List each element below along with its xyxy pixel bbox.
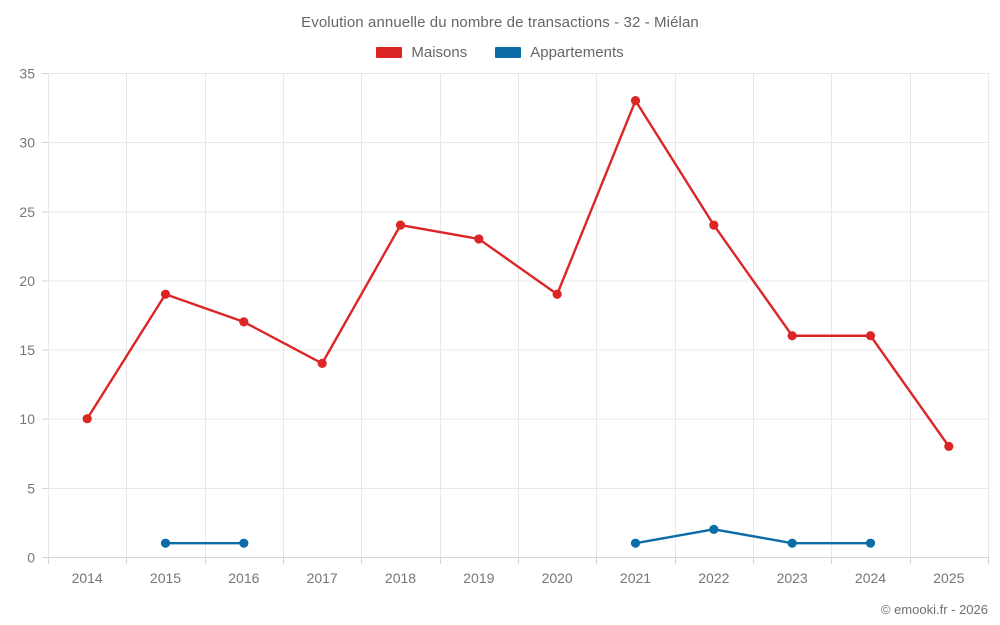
x-axis-tick-label: 2014 [72,570,103,586]
x-axis-tick-label: 2025 [933,570,964,586]
series-line-appartements [634,528,872,545]
data-point-maisons[interactable] [787,331,797,341]
x-axis-tick-label: 2017 [307,570,338,586]
data-point-appartements[interactable] [630,538,641,548]
x-axis-tick-label: 2019 [463,570,494,586]
data-point-appartements[interactable] [160,538,171,548]
x-axis-tick-label: 2024 [855,570,886,586]
chart-legend: Maisons Appartements [0,44,1000,61]
x-axis-tick-label: 2022 [698,570,729,586]
data-point-maisons[interactable] [709,220,719,230]
y-axis-tick-label: 30 [19,135,35,151]
data-point-maisons[interactable] [317,358,327,368]
x-axis-tick-label: 2020 [542,570,573,586]
chart-title: Evolution annuelle du nombre de transact… [301,14,699,31]
y-axis-tick-label: 35 [19,66,35,82]
y-axis-tick-label: 10 [19,411,35,427]
legend-label-appartements: Appartements [530,44,624,61]
data-point-maisons[interactable] [944,441,954,451]
legend-swatch-maisons [376,47,403,58]
data-point-appartements[interactable] [787,538,797,548]
copyright-credit: © emooki.fr - 2026 [880,602,988,617]
data-point-appartements[interactable] [709,524,719,534]
x-axis-tick-label: 2023 [777,570,808,586]
y-axis-tick-label: 25 [19,204,35,220]
data-point-maisons[interactable] [82,414,92,424]
x-axis-tick-label: 2016 [228,570,259,586]
legend-item-appartements[interactable]: Appartements [495,44,624,61]
data-point-appartements[interactable] [239,538,249,548]
x-axis-tick-label: 2021 [620,570,651,586]
data-point-maisons[interactable] [395,220,406,230]
data-point-maisons[interactable] [865,331,876,341]
legend-label-maisons: Maisons [411,44,468,61]
x-axis-tick-label: 2018 [385,570,416,586]
legend-item-maisons[interactable]: Maisons [376,44,467,61]
legend-swatch-appartements [495,47,522,58]
data-point-maisons[interactable] [552,289,562,299]
x-axis-tick-label: 2015 [150,570,181,586]
y-axis-tick-label: 20 [19,273,35,289]
data-point-maisons[interactable] [160,289,171,299]
data-point-maisons[interactable] [474,234,484,244]
data-point-appartements[interactable] [865,538,876,548]
data-point-maisons[interactable] [630,96,641,106]
y-axis-tick-label: 0 [27,550,35,566]
data-point-maisons[interactable] [239,317,249,327]
y-axis-tick-label: 5 [27,480,35,496]
series-line-maisons [85,99,951,448]
y-axis-tick-label: 15 [19,342,35,358]
